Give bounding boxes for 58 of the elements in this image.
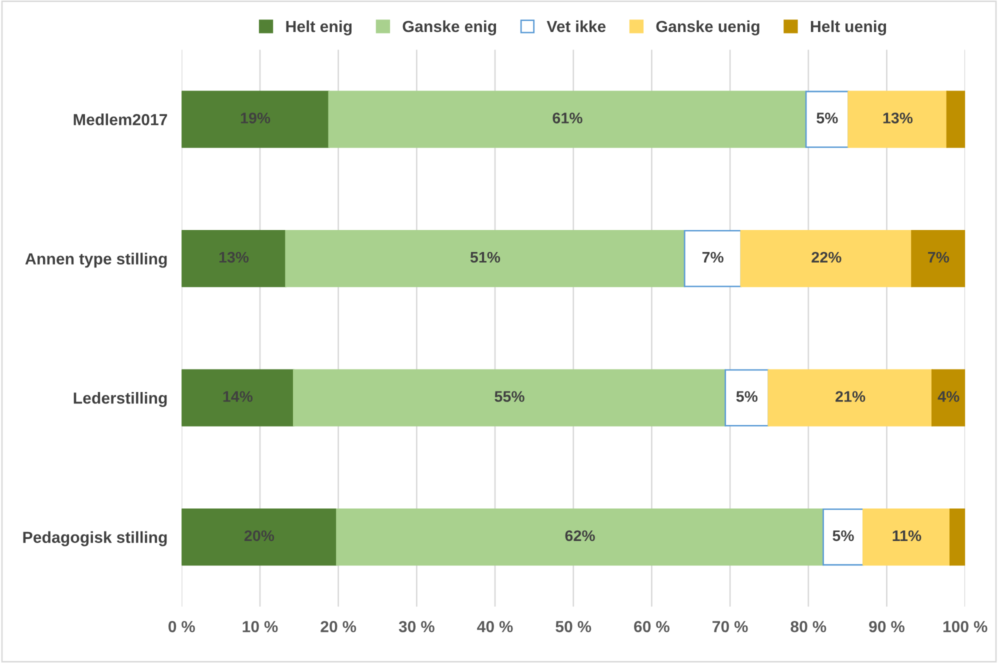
x-tick-label: 0 %: [168, 620, 195, 632]
x-tick-label: 80 %: [790, 620, 826, 632]
x-tick-label: 10 %: [242, 620, 278, 632]
legend-label: Ganske uenig: [656, 20, 760, 36]
data-label: 13%: [883, 112, 913, 124]
data-label: 20%: [244, 530, 274, 542]
legend-label: Helt uenig: [810, 20, 886, 36]
bar: [946, 90, 966, 148]
data-label: 51%: [470, 252, 500, 263]
bar: [768, 369, 933, 426]
bar: [724, 369, 770, 426]
x-tick-label: 90 %: [869, 620, 905, 632]
bar: [182, 508, 338, 566]
data-label: 21%: [836, 391, 866, 402]
data-label: 13%: [219, 252, 249, 263]
x-tick-label: 30 %: [398, 620, 434, 632]
data-label: 62%: [565, 530, 595, 542]
bar: [328, 90, 807, 148]
bar: [822, 508, 864, 566]
x-tick-label: 50 %: [556, 620, 592, 632]
bar: [848, 90, 948, 148]
bar: [182, 90, 330, 148]
bar: [740, 230, 912, 288]
data-label: 7%: [928, 252, 950, 263]
bar: [336, 508, 824, 566]
data-label: 22%: [812, 252, 842, 263]
data-label: 5%: [736, 391, 758, 402]
bar: [182, 369, 294, 426]
data-label: 61%: [552, 112, 582, 124]
x-tick-label: 70 %: [712, 620, 748, 632]
x-tick-label: 40 %: [477, 620, 513, 632]
bar: [684, 230, 742, 288]
bar: [805, 90, 850, 148]
y-tick-label: Pedagogisk stilling: [23, 531, 167, 546]
data-label: 11%: [892, 530, 922, 542]
x-tick-label: 20 %: [320, 620, 356, 632]
y-tick-label: Medlem2017: [74, 114, 168, 126]
bar: [862, 508, 951, 566]
bar: [182, 230, 287, 288]
y-tick-label: Lederstilling: [74, 392, 167, 407]
y-tick-label: Annen type stilling: [25, 252, 167, 268]
bar: [292, 369, 726, 426]
bar: [931, 369, 966, 426]
data-label: 55%: [494, 391, 524, 402]
data-label: 4%: [938, 391, 960, 402]
data-label: 5%: [832, 530, 854, 542]
bar: [285, 230, 686, 288]
x-tick-label: 60 %: [634, 620, 670, 632]
legend-label: Ganske enig: [402, 20, 496, 36]
data-label: 5%: [816, 112, 838, 124]
bar: [949, 508, 966, 566]
x-tick-label: 100 %: [943, 620, 988, 632]
data-label: 19%: [240, 112, 270, 124]
data-label: 7%: [702, 252, 724, 263]
data-label: 14%: [223, 391, 253, 402]
legend-label: Helt enig: [286, 20, 352, 36]
bar: [911, 230, 966, 288]
legend-label: Vet ikke: [546, 20, 606, 32]
